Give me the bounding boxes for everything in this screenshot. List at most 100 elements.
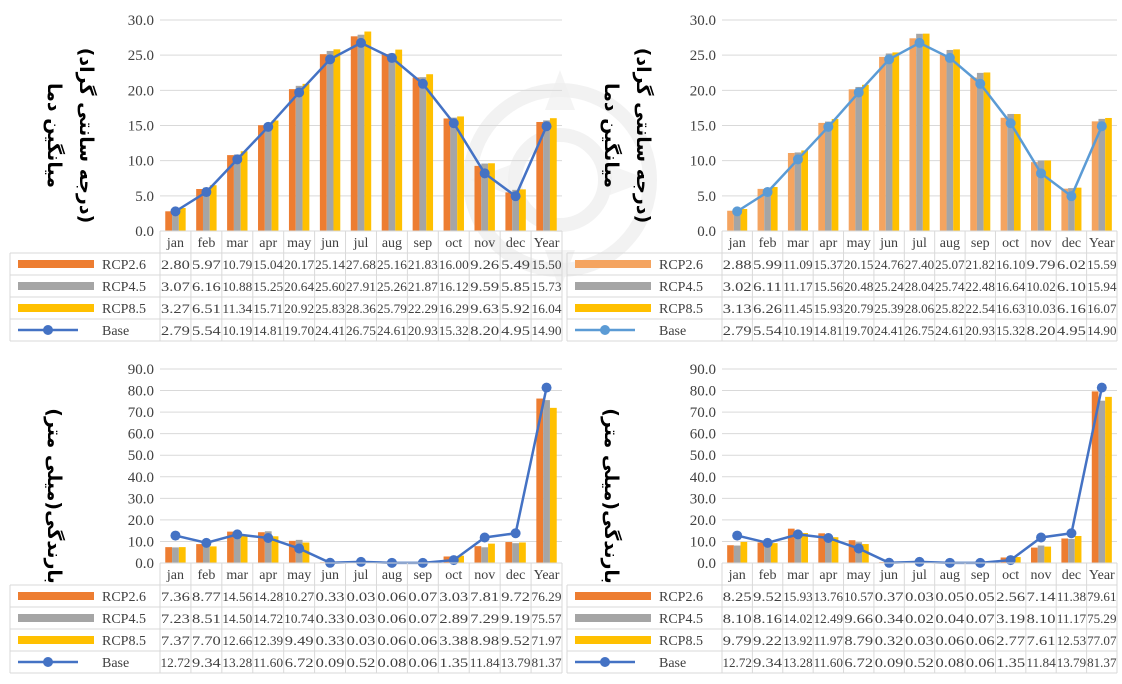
data-label: 6.26 (753, 302, 782, 316)
bar-rcp26-Year (1091, 121, 1099, 231)
data-label: 11.09 (783, 258, 812, 272)
bar-rcp45-nov (1037, 545, 1045, 563)
data-label: 3.02 (723, 280, 752, 294)
bar-rcp45-mar (794, 152, 802, 231)
point-base-mar (792, 154, 803, 165)
data-label: 16.00 (439, 258, 469, 272)
data-label: 5.54 (753, 324, 783, 338)
bar-rcp26-jan (165, 211, 173, 231)
data-label: 1.35 (996, 656, 1025, 670)
bar-rcp45-oct (450, 117, 458, 231)
point-base-feb (201, 537, 212, 548)
data-label: 19.70 (284, 324, 314, 338)
legend-key-RCP4.5 (575, 282, 651, 290)
data-label: 0.07 (966, 612, 995, 626)
bar-rcp45-may (295, 85, 303, 231)
legend-label: RCP4.5 (659, 612, 703, 627)
bar-rcp45-mar (233, 154, 241, 231)
y-tick-label: 30.0 (128, 13, 154, 29)
data-label: 0.05 (935, 590, 964, 604)
legend-key-RCP4.5 (18, 614, 94, 622)
bar-rcp26-jan (727, 545, 734, 563)
bar-rcp45-feb (764, 545, 771, 563)
y-tick-label: 15.0 (690, 119, 716, 135)
data-label: 76.29 (532, 590, 562, 604)
data-label: 14.81 (814, 324, 843, 338)
point-base-oct (448, 555, 459, 566)
bar-rcp45-nov (481, 547, 489, 563)
data-label: 0.03 (347, 634, 376, 648)
bar-rcp45-Year (1098, 400, 1106, 563)
y-tick-label: 20.0 (128, 513, 154, 529)
bar-rcp45-feb (764, 188, 771, 231)
data-label: 1.35 (439, 656, 468, 670)
data-label: 13.28 (783, 656, 812, 670)
y-tick-label: 70.0 (690, 405, 716, 421)
data-label: 25.82 (935, 302, 964, 316)
point-base-Year (1096, 382, 1107, 393)
bar-rcp26-apr (258, 125, 265, 231)
data-label: 8.20 (1027, 324, 1056, 338)
data-label: 9.72 (501, 590, 530, 604)
data-label: 7.70 (192, 634, 221, 648)
x-tick-label-sep: sep (971, 236, 990, 251)
y-tick-label: 40.0 (128, 470, 154, 486)
bar-rcp45-apr (825, 121, 832, 231)
bar-rcp45-oct (1007, 113, 1014, 231)
data-label: 26.75 (905, 324, 934, 338)
bar-rcp85-mar (801, 150, 808, 231)
bar-rcp45-feb (202, 544, 210, 563)
legend-key-RCP2.6 (575, 260, 651, 268)
data-label: 26.75 (346, 324, 376, 338)
legend-label: RCP8.5 (659, 302, 703, 317)
legend-label: RCP2.6 (102, 258, 146, 273)
x-tick-label-aug: aug (382, 568, 402, 583)
data-label: 16.10 (996, 258, 1025, 272)
bar-rcp26-aug (939, 54, 947, 231)
point-base-nov (479, 168, 490, 179)
y-axis-title: میانگین دما (43, 83, 66, 188)
data-label: 0.34 (875, 612, 905, 626)
bar-rcp26-sep (412, 77, 420, 231)
bar-rcp45-may (855, 86, 863, 231)
data-label: 9.79 (723, 634, 752, 648)
legend-label: RCP2.6 (102, 590, 146, 605)
bar-rcp85-jan (178, 208, 186, 231)
data-label: 0.03 (905, 634, 934, 648)
bar-rcp26-nov (474, 165, 482, 231)
bar-rcp26-may (288, 89, 296, 231)
data-label: 10.88 (222, 280, 252, 294)
data-label: 4.95 (501, 324, 530, 338)
point-base-apr (823, 532, 834, 543)
bar-rcp26-apr (818, 122, 826, 231)
bar-rcp45-Year (543, 400, 550, 563)
data-label: 0.03 (347, 590, 376, 604)
legend-key-RCP8.5 (18, 304, 94, 312)
data-label: 0.52 (905, 656, 934, 670)
x-tick-label-oct: oct (445, 236, 462, 251)
data-label: 11.38 (1057, 590, 1086, 604)
data-label: 71.97 (532, 634, 562, 648)
data-label: 0.06 (966, 634, 995, 648)
data-label: 0.09 (875, 656, 904, 670)
y-tick-label: 20.0 (690, 513, 716, 529)
point-base-dec (510, 528, 521, 539)
x-tick-label-jul: jul (353, 236, 369, 251)
x-tick-label-apr: apr (259, 568, 277, 583)
x-tick-label-dec: dec (1062, 568, 1081, 583)
bar-rcp45-aug (946, 49, 954, 231)
data-label: 13.28 (222, 656, 252, 670)
point-base-jul (356, 556, 366, 567)
point-base-oct (1005, 118, 1016, 129)
data-label: 0.07 (408, 612, 437, 626)
x-tick-label-dec: dec (506, 568, 525, 583)
x-tick-label-oct: oct (445, 568, 462, 583)
data-label: 14.90 (532, 324, 562, 338)
data-label: 14.02 (783, 612, 812, 626)
legend-label: RCP2.6 (659, 590, 703, 605)
data-label: 0.06 (378, 590, 407, 604)
x-tick-label-feb: feb (759, 568, 777, 583)
data-label: 16.63 (996, 302, 1025, 316)
series-line-base (175, 387, 548, 565)
data-label: 6.02 (1057, 258, 1086, 272)
